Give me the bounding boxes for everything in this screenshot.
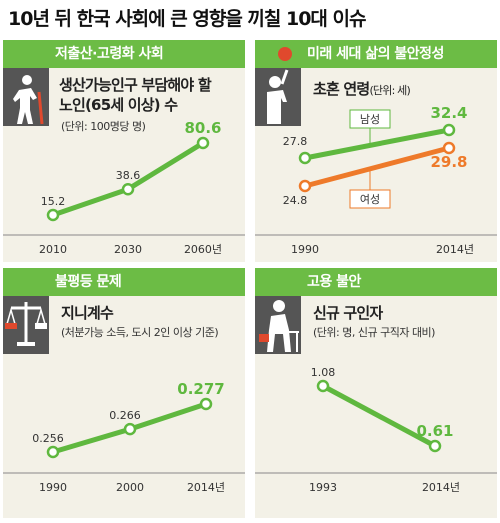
x-tick-label: 2030 <box>114 243 142 256</box>
line-chart-job-openings: 1.08 1993 0.61 2014년 <box>255 366 497 494</box>
panel-unit: (단위: 100명당 명) <box>61 120 146 133</box>
data-label: 80.6 <box>184 119 221 137</box>
x-tick-label: 2010 <box>39 243 67 256</box>
legend-label-male: 남성 <box>360 113 380 126</box>
legend-box-female <box>349 189 391 209</box>
data-point-male <box>298 151 312 165</box>
panel-subtitle: 초혼 연령(단위: 세) <box>313 78 411 99</box>
panel-header-label: 저출산·고령화 사회 <box>55 46 164 62</box>
data-label: 0.266 <box>109 409 141 422</box>
data-point <box>196 136 210 150</box>
data-label-female: 24.8 <box>283 194 308 207</box>
data-point <box>123 422 137 436</box>
data-label-male: 27.8 <box>283 135 308 148</box>
balance-scale-icon <box>3 268 49 354</box>
legend-label-female: 여성 <box>360 193 380 206</box>
panel-subtitle: 생산가능인구 부담해야 할 <box>59 76 212 94</box>
data-label: 0.61 <box>416 422 453 440</box>
elderly-person-icon <box>3 40 49 126</box>
panel-future-generation: 미래 세대 삶의 불안정성 초혼 연령(단위: 세) 27.8 32.4 24.8 2… <box>255 40 497 262</box>
x-tick-label: 2000 <box>116 481 144 494</box>
data-label: 15.2 <box>41 195 66 208</box>
panel-unit: (처분가능 소득, 도시 2인 이상 기준) <box>61 326 219 339</box>
x-tick-label: 1993 <box>309 481 337 494</box>
data-label: 38.6 <box>116 169 141 182</box>
data-point <box>46 445 60 459</box>
series-line-male <box>304 127 450 161</box>
series-line-female <box>304 145 450 189</box>
legend-box-male <box>349 109 391 129</box>
panel-subtitle-line2: 노인(65세 이상) 수 <box>59 96 178 114</box>
panel-header-label: 고용 불안 <box>307 274 361 290</box>
x-tick-label: 2014년 <box>436 243 474 256</box>
data-label-male: 32.4 <box>430 104 467 122</box>
panel-aging: 저출산·고령화 사회 생산가능인구 부담해야 할 노인(65세 이상) 수 (단… <box>3 40 245 262</box>
panel-header-label: 미래 세대 삶의 불안정성 <box>307 46 444 62</box>
x-tick-label: 1990 <box>291 243 319 256</box>
panel-header-label: 불평등 문제 <box>55 274 122 290</box>
data-point <box>428 439 442 453</box>
data-point <box>316 379 330 393</box>
data-point-female <box>442 141 456 155</box>
line-chart-gini: 0.256 1990 0.266 2000 0.277 2014년 <box>3 380 245 494</box>
data-label: 1.08 <box>311 366 336 379</box>
panel-unit: (단위: 세) <box>369 84 410 97</box>
panel-employment: 고용 불안 신규 구인자 (단위: 명, 신규 구직자 대비) 1.08 1993… <box>255 268 497 518</box>
data-point-female <box>298 179 312 193</box>
panel-unit: (단위: 명, 신규 구직자 대비) <box>313 326 435 339</box>
series-line <box>321 383 437 449</box>
x-tick-label: 2014년 <box>187 481 225 494</box>
x-tick-label: 2060년 <box>184 243 222 256</box>
page-title: 10년 뒤 한국 사회에 큰 영향을 끼칠 10대 이슈 <box>8 8 366 30</box>
worried-worker-icon <box>255 268 301 354</box>
data-label-female: 29.8 <box>430 153 467 171</box>
x-tick-label: 1990 <box>39 481 67 494</box>
panel-inequality: 불평등 문제 지니계수 (처분가능 소득, 도시 2인 이상 기준) 0.256… <box>3 268 245 518</box>
data-point <box>46 208 60 222</box>
panel-subtitle: 지니계수 <box>61 304 114 322</box>
data-point-male <box>442 123 456 137</box>
data-label: 0.277 <box>177 380 224 398</box>
panel-subtitle: 신규 구인자 <box>313 304 383 322</box>
data-point <box>121 182 135 196</box>
x-tick-label: 2014년 <box>422 481 460 494</box>
data-point <box>199 397 213 411</box>
stressed-person-icon <box>255 40 301 126</box>
line-chart-aging: 15.2 2010 38.6 2030 80.6 2060년 <box>3 119 245 256</box>
panel-subtitle-text: 초혼 연령 <box>313 80 370 98</box>
data-label: 0.256 <box>32 432 64 445</box>
